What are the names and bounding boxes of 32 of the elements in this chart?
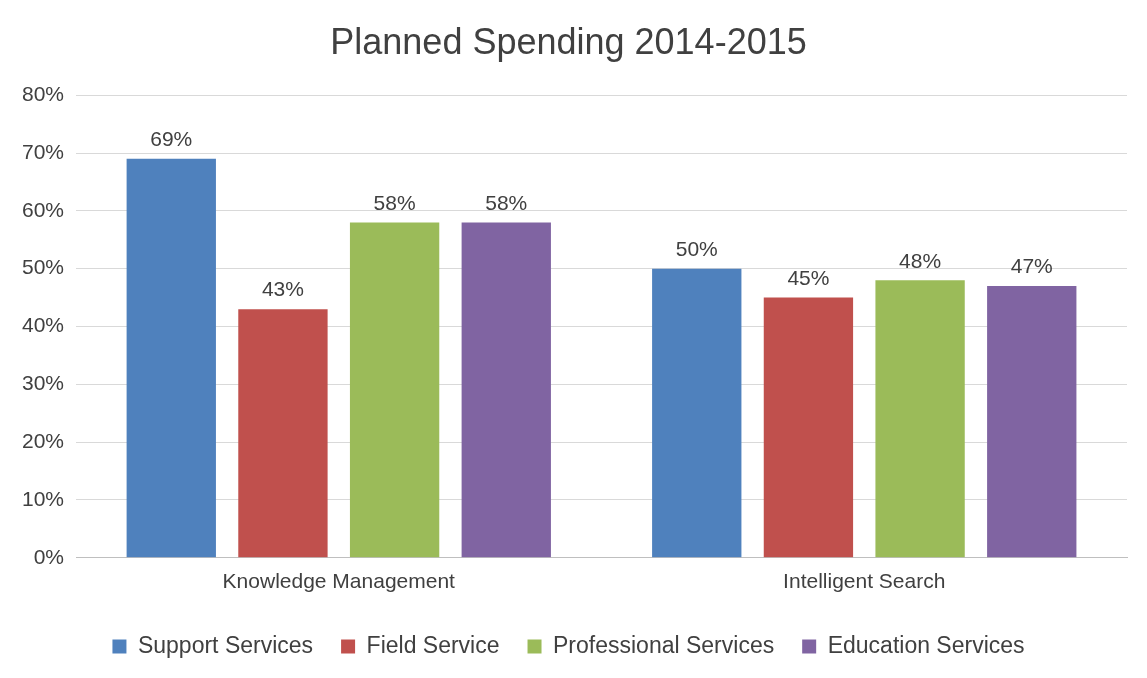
data-label: 47% bbox=[1010, 254, 1053, 278]
y-tick-label: 20% bbox=[22, 428, 65, 452]
x-tick-label: Intelligent Search bbox=[783, 569, 946, 593]
data-label: 45% bbox=[787, 265, 830, 289]
bar bbox=[763, 297, 854, 558]
bar bbox=[987, 286, 1077, 558]
y-tick-label: 60% bbox=[22, 197, 65, 221]
data-label: 69% bbox=[150, 127, 193, 151]
bar bbox=[875, 280, 965, 558]
data-label: 58% bbox=[485, 190, 528, 214]
bar bbox=[349, 222, 440, 558]
legend-label: Field Service bbox=[366, 631, 500, 658]
bar bbox=[238, 309, 328, 558]
chart-title: Planned Spending 2014-2015 bbox=[330, 20, 807, 62]
data-label: 50% bbox=[675, 236, 718, 260]
y-tick-label: 40% bbox=[22, 313, 65, 337]
bar bbox=[126, 158, 216, 558]
bar bbox=[461, 222, 551, 558]
legend-label: Support Services bbox=[137, 631, 314, 658]
y-tick-label: 10% bbox=[22, 486, 65, 510]
data-label: 58% bbox=[373, 190, 416, 214]
data-label: 48% bbox=[899, 248, 942, 272]
legend-label: Professional Services bbox=[553, 631, 775, 658]
y-tick-label: 0% bbox=[33, 544, 65, 568]
y-tick-label: 70% bbox=[22, 139, 65, 163]
y-tick-label: 30% bbox=[22, 371, 65, 395]
x-tick-label: Knowledge Management bbox=[222, 569, 456, 593]
legend-label: Education Services bbox=[827, 631, 1025, 658]
data-label: 43% bbox=[261, 277, 304, 301]
y-tick-label: 50% bbox=[22, 255, 65, 279]
bar bbox=[652, 268, 742, 558]
y-tick-label: 80% bbox=[22, 82, 65, 105]
